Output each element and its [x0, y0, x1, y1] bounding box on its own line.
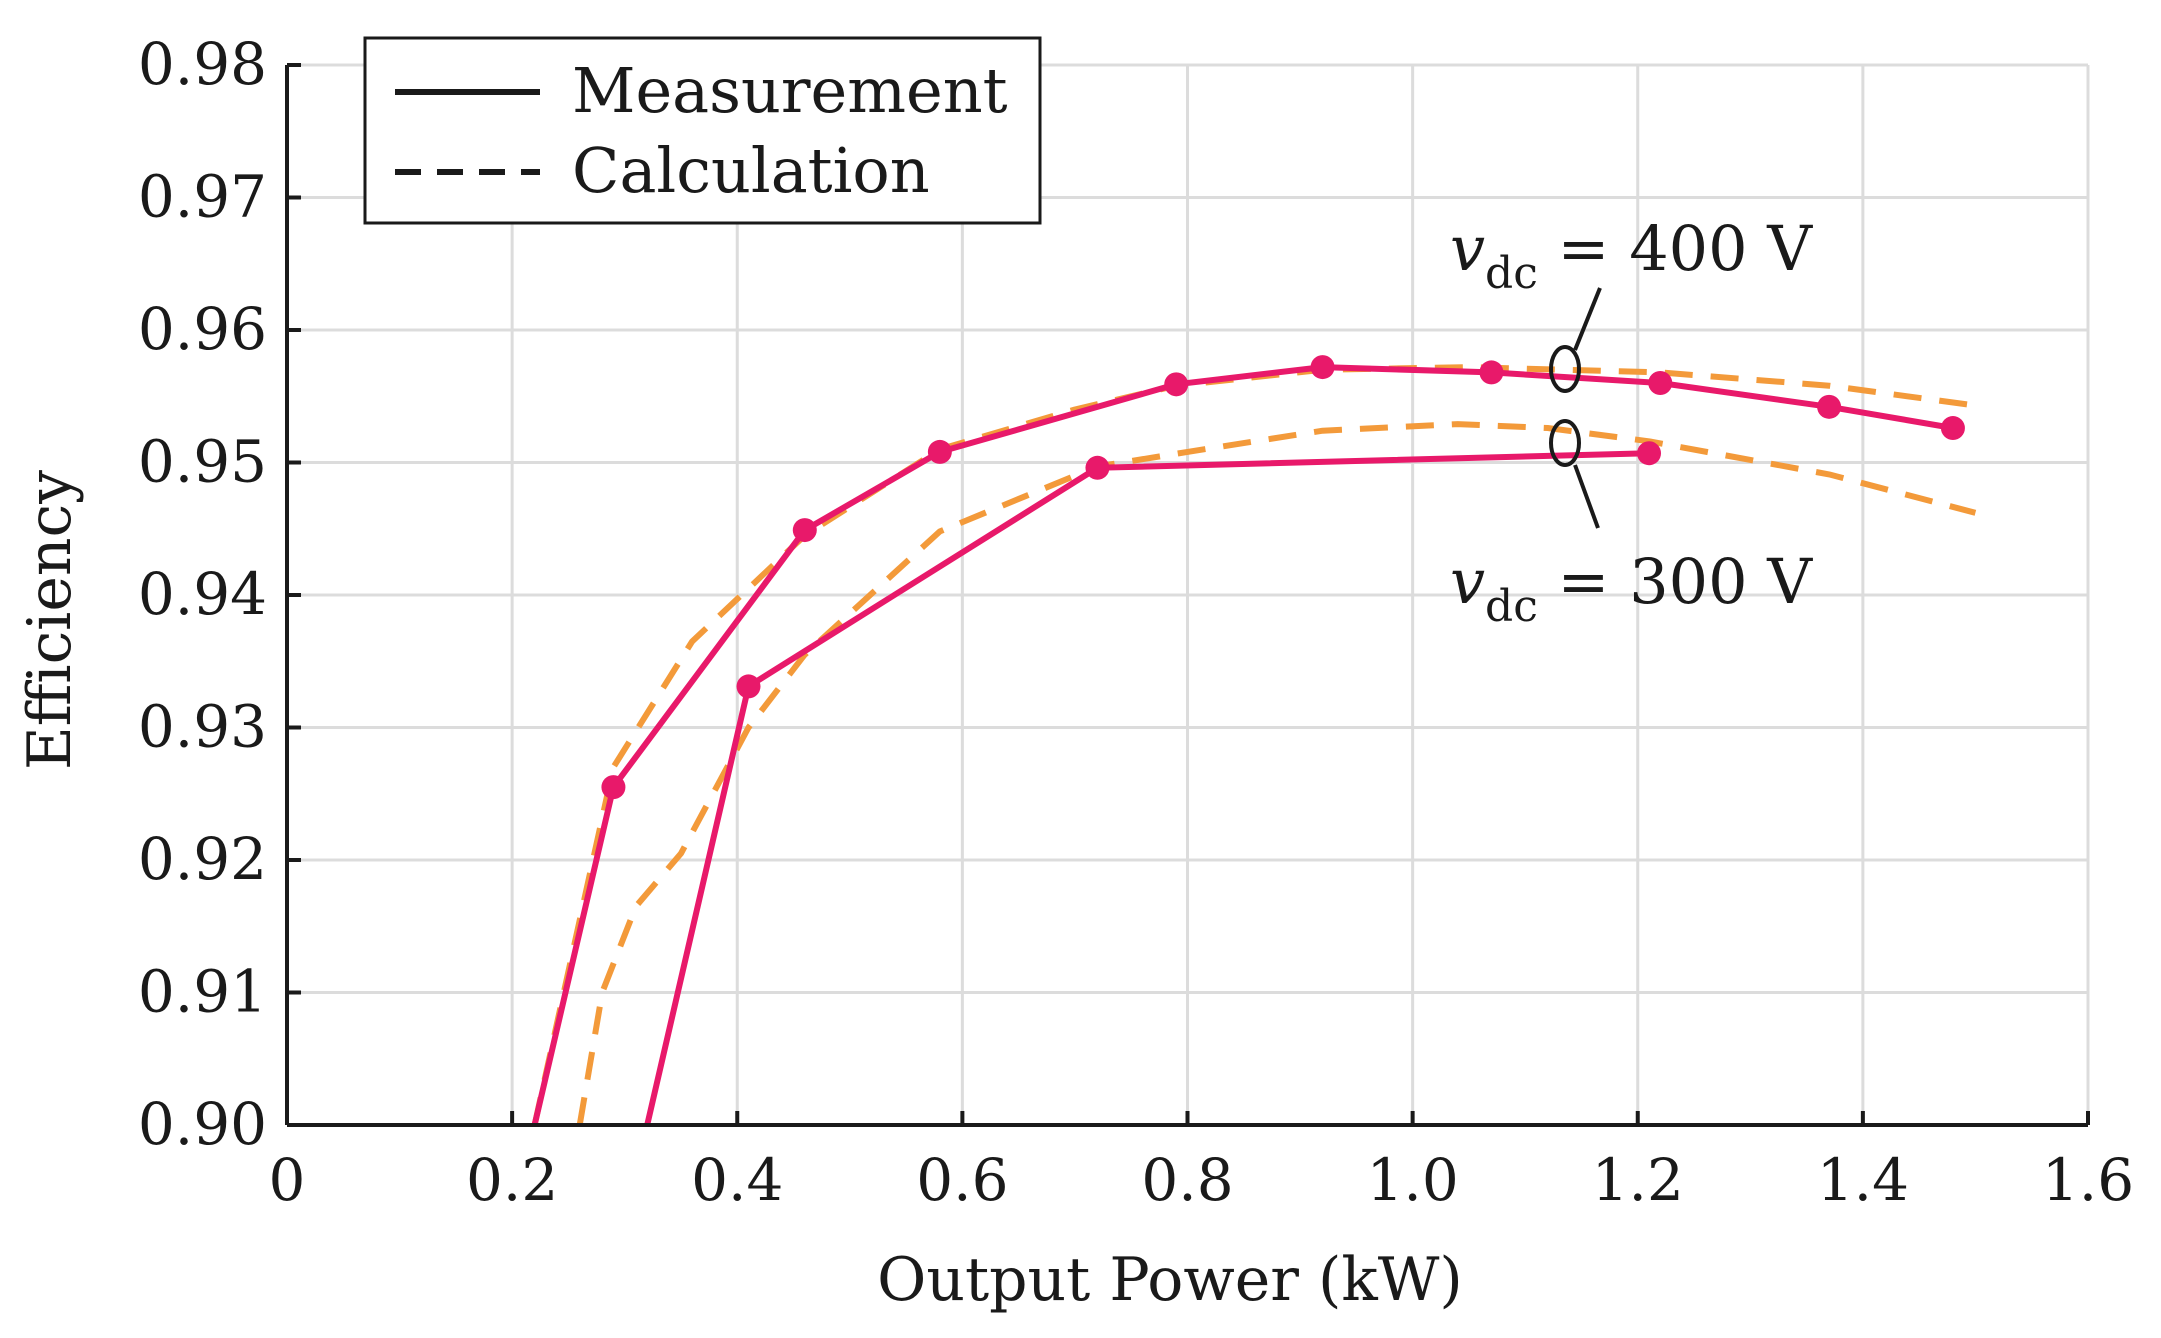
- x-tick-label-7: 1.4: [1817, 1146, 1909, 1214]
- series-0-point-1: [601, 775, 626, 800]
- series-0-point-5: [1310, 355, 1335, 380]
- y-tick-label-1: 0.91: [138, 958, 267, 1026]
- series-line-1: [644, 450, 1650, 1126]
- series-0-point-7: [1648, 371, 1673, 395]
- y-tick-label-5: 0.95: [138, 428, 267, 496]
- y-tick-label-6: 0.96: [138, 295, 267, 363]
- annotation-300v-label: vdc = 300 V: [1450, 545, 1813, 632]
- series-1-point-2: [1085, 455, 1110, 480]
- series-0-point-6: [1479, 360, 1504, 385]
- series-line-0: [531, 364, 1954, 1126]
- series-1-point-3: [1637, 441, 1662, 466]
- legend-label-calculation: Calculation: [572, 134, 930, 207]
- annotation-400v-text: = 400 V: [1538, 212, 1813, 285]
- series-line-2: [531, 364, 1976, 1126]
- annotation-300v: vdc = 300 V: [1450, 419, 1813, 632]
- y-tick-label-8: 0.98: [138, 30, 267, 98]
- y-tick-label-4: 0.94: [138, 560, 267, 628]
- x-tick-label-8: 1.6: [2042, 1146, 2134, 1214]
- annotation-400v: vdc = 400 V: [1450, 212, 1813, 393]
- axes: [285, 63, 2090, 1127]
- legend-box: [363, 36, 1042, 225]
- y-tick-label-7: 0.97: [138, 163, 267, 231]
- y-tick-label-2: 0.92: [138, 825, 267, 893]
- annotation-300v-leader: [1573, 464, 1600, 529]
- series-line-3: [576, 421, 1977, 1126]
- annotation-400v-leader: [1573, 287, 1602, 351]
- series-0-point-2: [792, 518, 817, 543]
- x-tick-label-6: 1.2: [1592, 1146, 1684, 1214]
- x-tick-label-1: 0.2: [466, 1146, 558, 1214]
- series-1-point-1: [736, 674, 761, 699]
- series-0-point-3: [927, 439, 952, 464]
- legend: Measurement Calculation: [363, 36, 1042, 225]
- annotation-300v-ellipse: [1549, 419, 1581, 467]
- grid-lines: [285, 63, 2090, 1127]
- x-tick-label-4: 0.8: [1141, 1146, 1233, 1214]
- x-axis-label: Output Power (kW): [877, 1245, 1463, 1315]
- annotation-300v-var: v: [1450, 545, 1485, 618]
- annotation-400v-sub: dc: [1485, 248, 1538, 299]
- markers-layer: [601, 355, 1965, 800]
- series-0-point-8: [1817, 394, 1842, 419]
- tick-labels: 0 0.2 0.4 0.6 0.8 1.0 1.2 1.4 1.6 0.90 0.91 0.92 0.9…: [138, 30, 2134, 1214]
- annotation-400v-ellipse: [1549, 345, 1581, 393]
- annotation-400v-var: v: [1450, 212, 1485, 285]
- annotation-300v-sub: dc: [1485, 581, 1538, 632]
- x-tick-label-2: 0.4: [691, 1146, 783, 1214]
- x-tick-label-3: 0.6: [916, 1146, 1008, 1214]
- x-tick-label-5: 1.0: [1367, 1146, 1459, 1214]
- legend-label-measurement: Measurement: [572, 54, 1008, 127]
- series-0-point-9: [1940, 416, 1965, 441]
- annotation-300v-text: = 300 V: [1538, 545, 1813, 618]
- y-tick-label-3: 0.93: [138, 693, 267, 761]
- x-tick-label-0: 0: [269, 1146, 306, 1214]
- series-0-point-4: [1164, 372, 1189, 397]
- y-tick-label-0: 0.90: [138, 1090, 267, 1158]
- series-layer: [531, 364, 1977, 1126]
- annotations: vdc = 400 V vdc = 300 V: [1450, 212, 1813, 632]
- annotation-400v-label: vdc = 400 V: [1450, 212, 1813, 299]
- y-axis-label: Efficiency: [15, 470, 85, 770]
